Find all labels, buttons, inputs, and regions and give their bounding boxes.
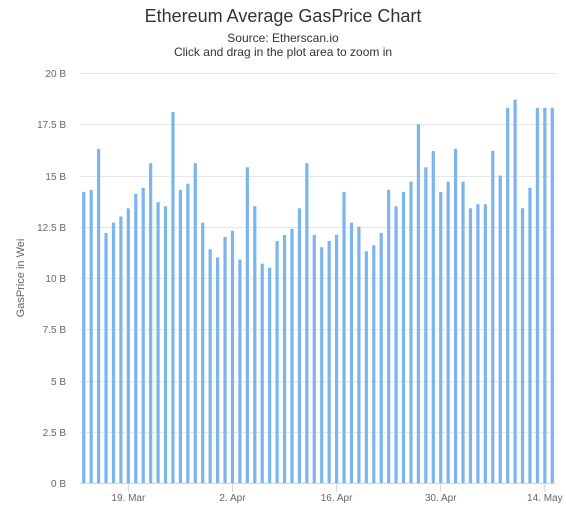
y-axis-title: GasPrice in Wei	[15, 239, 27, 318]
bar[interactable]	[424, 167, 428, 484]
bar[interactable]	[431, 150, 435, 483]
bar[interactable]	[305, 163, 309, 483]
x-tick-label: 14. May	[527, 493, 563, 504]
bar[interactable]	[111, 222, 116, 483]
bar[interactable]	[520, 208, 525, 484]
bar[interactable]	[483, 204, 487, 483]
y-tick-label: 20 B	[45, 69, 66, 80]
bar[interactable]	[126, 208, 130, 484]
bar[interactable]	[275, 241, 279, 483]
bar[interactable]	[446, 181, 450, 483]
bar[interactable]	[334, 234, 339, 483]
y-tick-label: 7.5 B	[43, 325, 67, 336]
bar[interactable]	[193, 163, 197, 483]
bar[interactable]	[372, 245, 376, 483]
bar[interactable]	[215, 257, 220, 484]
y-axis-labels: 0 B 2.5 B 5 B 7.5 B 10 B 12.5 B 15 B 17.5 B 20 B	[37, 69, 66, 490]
bar[interactable]	[290, 228, 294, 483]
bar[interactable]	[141, 187, 145, 484]
bar[interactable]	[186, 183, 190, 483]
bar[interactable]	[543, 107, 547, 483]
bars	[82, 99, 554, 484]
bar[interactable]	[535, 107, 540, 483]
y-tick-label: 10 B	[45, 274, 66, 285]
x-tick-label: 19. Mar	[111, 493, 146, 504]
bar[interactable]	[89, 189, 93, 483]
bar[interactable]	[476, 204, 480, 483]
bar[interactable]	[439, 191, 443, 483]
y-tick-label: 12.5 B	[37, 223, 66, 234]
bar[interactable]	[550, 107, 554, 483]
bar[interactable]	[528, 187, 532, 484]
bar[interactable]	[349, 222, 354, 483]
bar[interactable]	[119, 216, 123, 484]
bar[interactable]	[409, 181, 413, 483]
x-tick-label: 2. Apr	[219, 493, 246, 504]
bar[interactable]	[468, 208, 473, 484]
chart-subtitle-source: Source: Etherscan.io	[227, 31, 339, 45]
y-tick-label: 17.5 B	[37, 120, 66, 131]
chart-title: Ethereum Average GasPrice Chart	[144, 6, 422, 26]
bar[interactable]	[401, 191, 406, 483]
bar[interactable]	[245, 167, 249, 484]
bar[interactable]	[416, 124, 421, 483]
bar[interactable]	[268, 267, 272, 483]
x-axis-labels: 19. Mar 2. Apr 16. Apr 30. Apr 14. May	[111, 493, 562, 504]
bar[interactable]	[327, 241, 331, 483]
bar[interactable]	[156, 202, 160, 483]
bar[interactable]	[297, 208, 302, 484]
y-tick-label: 0 B	[51, 479, 66, 490]
bar[interactable]	[230, 230, 235, 483]
bar[interactable]	[178, 189, 183, 483]
bar[interactable]	[364, 251, 368, 483]
bar[interactable]	[134, 193, 138, 483]
bar[interactable]	[342, 191, 346, 483]
y-tick-label: 2.5 B	[43, 428, 67, 439]
bar[interactable]	[394, 206, 398, 483]
bar[interactable]	[96, 148, 101, 483]
y-tick-label: 15 B	[45, 172, 66, 183]
bar[interactable]	[260, 263, 264, 483]
bar[interactable]	[379, 232, 383, 483]
bar[interactable]	[498, 175, 502, 484]
y-tick-label: 5 B	[51, 377, 66, 388]
bar[interactable]	[253, 206, 257, 483]
bar[interactable]	[513, 99, 517, 484]
x-tick-label: 16. Apr	[321, 493, 353, 504]
bar[interactable]	[282, 234, 287, 483]
bar[interactable]	[201, 222, 205, 483]
bar[interactable]	[149, 163, 153, 483]
bar[interactable]	[223, 237, 227, 483]
x-tick-label: 30. Apr	[425, 493, 457, 504]
bar[interactable]	[163, 206, 168, 483]
bar[interactable]	[171, 111, 175, 483]
bar[interactable]	[238, 259, 242, 483]
bar[interactable]	[104, 232, 108, 483]
bar[interactable]	[312, 234, 316, 483]
x-axis	[80, 483, 556, 492]
bar[interactable]	[357, 226, 361, 483]
bar[interactable]	[320, 247, 324, 483]
bar[interactable]	[208, 249, 212, 483]
bar[interactable]	[453, 148, 458, 483]
chart-subtitle-zoom-hint: Click and drag in the plot area to zoom …	[173, 45, 393, 59]
bar[interactable]	[387, 189, 391, 483]
bar[interactable]	[461, 181, 465, 483]
bar[interactable]	[506, 107, 510, 483]
bar[interactable]	[491, 150, 495, 483]
bar[interactable]	[82, 191, 86, 483]
